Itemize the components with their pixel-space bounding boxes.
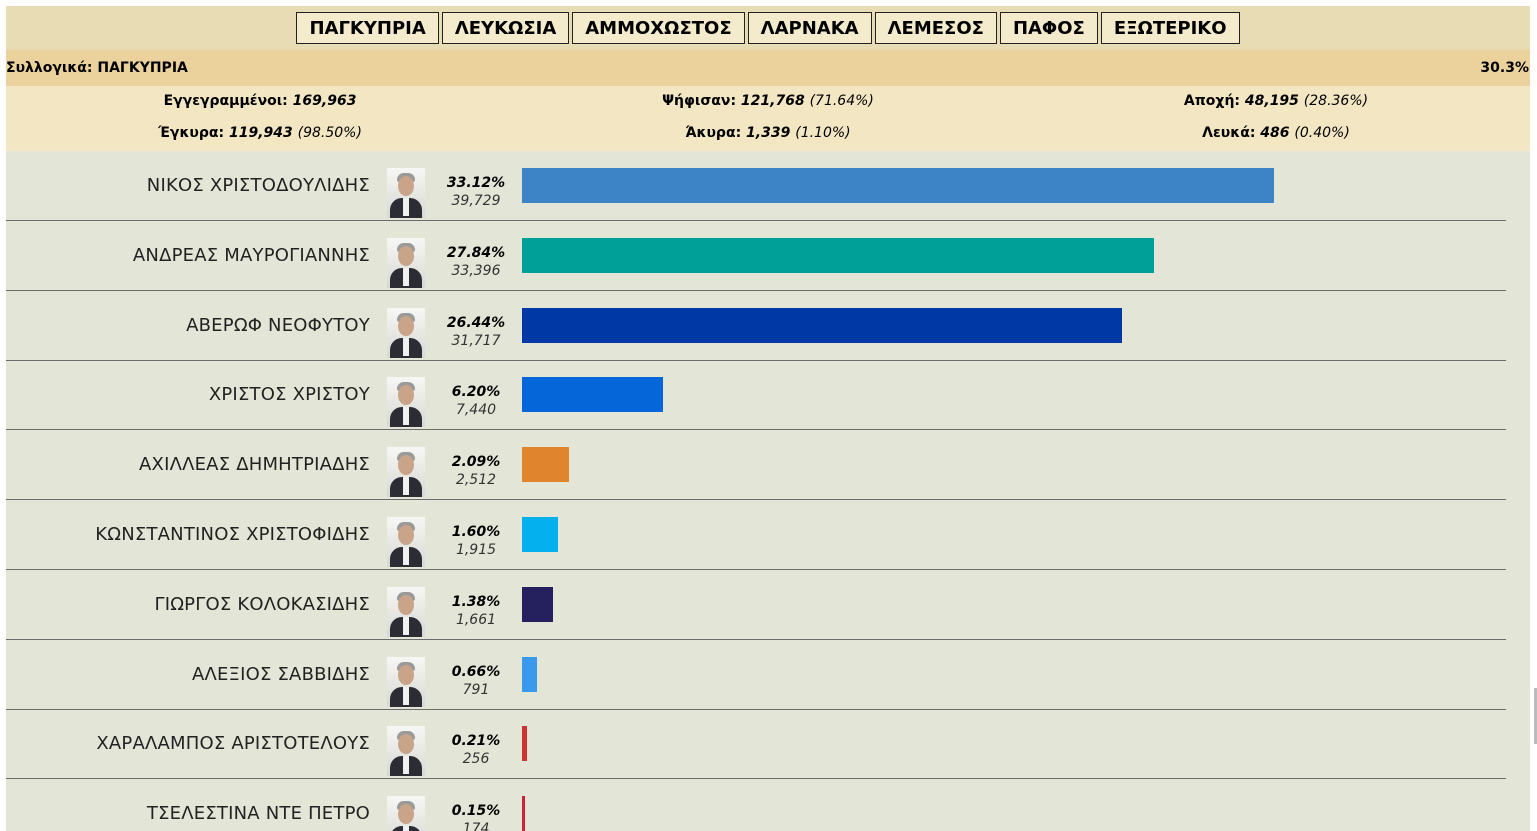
candidate-photo (387, 308, 425, 358)
scrollbar[interactable] (1534, 688, 1537, 744)
result-bar (522, 377, 663, 412)
votes-label: 2,512 (455, 472, 497, 488)
result-bar (522, 726, 527, 761)
votes-label: 1,661 (455, 612, 497, 628)
candidate-photo (387, 238, 425, 288)
candidate-name: ΤΣΕΛΕΣΤΙΝΑ ΝΤΕ ΠΕΤΡΟ (146, 803, 370, 824)
percentage-label: 1.60% (451, 524, 501, 540)
result-bar (522, 657, 537, 692)
candidate-name: ΑΝΔΡΕΑΣ ΜΑΥΡΟΓΙΑΝΝΗΣ (132, 245, 370, 266)
candidate-row: ΑΝΔΡΕΑΣ ΜΑΥΡΟΓΙΑΝΝΗΣ 27.84% 33,396 (6, 221, 1506, 291)
tab-larnaka[interactable]: ΛΑΡΝΑΚΑ (747, 12, 872, 44)
candidate-name: ΑΧΙΛΛΕΑΣ ΔΗΜΗΤΡΙΑΔΗΣ (139, 454, 370, 475)
turnout-stats: Εγγεγραμμένοι: 169,963 Ψήφισαν: 121,768 … (6, 86, 1530, 151)
summary-bar: Συλλογικά: ΠΑΓΚΥΠΡΙΑ 30.3% (6, 50, 1530, 86)
candidate-row: ΤΣΕΛΕΣΤΙΝΑ ΝΤΕ ΠΕΤΡΟ 0.15% 174 (6, 779, 1506, 831)
candidate-photo (387, 726, 425, 776)
percentage-label: 26.44% (446, 315, 506, 331)
candidate-name: ΝΙΚΟΣ ΧΡΙΣΤΟΔΟΥΛΙΔΗΣ (146, 175, 370, 196)
stat-registered: Εγγεγραμμένοι: 169,963 (163, 93, 357, 109)
stat-abstention: Αποχή: 48,195 (28.36%) (1183, 93, 1369, 109)
candidate-row: ΚΩΝΣΤΑΝΤΙΝΟΣ ΧΡΙΣΤΟΦΙΔΗΣ 1.60% 1,915 (6, 500, 1506, 570)
summary-title: Συλλογικά: ΠΑΓΚΥΠΡΙΑ (6, 60, 188, 76)
candidate-name: ΑΒΕΡΩΦ ΝΕΟΦΥΤΟΥ (186, 315, 370, 336)
candidate-row: ΑΧΙΛΛΕΑΣ ΔΗΜΗΤΡΙΑΔΗΣ 2.09% 2,512 (6, 430, 1506, 500)
candidate-row: ΓΙΩΡΓΟΣ ΚΟΛΟΚΑΣΙΔΗΣ 1.38% 1,661 (6, 570, 1506, 640)
percentage-label: 33.12% (446, 175, 506, 191)
tab-exoteriko[interactable]: ΕΞΩΤΕΡΙΚΟ (1100, 12, 1240, 44)
votes-label: 174 (462, 821, 490, 831)
percentage-label: 1.38% (451, 594, 501, 610)
votes-label: 256 (462, 751, 490, 767)
candidate-row: ΑΒΕΡΩΦ ΝΕΟΦΥΤΟΥ 26.44% 31,717 (6, 291, 1506, 361)
percentage-label: 27.84% (446, 245, 506, 261)
candidate-photo (387, 587, 425, 637)
stat-voted: Ψήφισαν: 121,768 (71.64%) (662, 93, 874, 109)
candidate-photo (387, 168, 425, 218)
counted-percentage: 30.3% (1480, 60, 1529, 76)
votes-label: 791 (462, 682, 490, 698)
votes-label: 39,729 (451, 193, 501, 209)
tab-lefkosia[interactable]: ΛΕΥΚΩΣΙΑ (441, 12, 570, 44)
result-bar (522, 517, 558, 552)
candidate-row: ΧΑΡΑΛΑΜΠΟΣ ΑΡΙΣΤΟΤΕΛΟΥΣ 0.21% 256 (6, 709, 1506, 779)
stat-invalid: Άκυρα: 1,339 (1.10%) (685, 125, 851, 141)
result-bar (522, 796, 525, 831)
result-bar (522, 447, 569, 482)
tab-pagkypria[interactable]: ΠΑΓΚΥΠΡΙΑ (296, 12, 439, 44)
votes-label: 1,915 (455, 542, 497, 558)
percentage-label: 2.09% (451, 454, 501, 470)
candidate-name: ΧΑΡΑΛΑΜΠΟΣ ΑΡΙΣΤΟΤΕΛΟΥΣ (96, 733, 370, 754)
result-bar (522, 238, 1154, 273)
result-bar (522, 587, 553, 622)
candidate-photo (387, 447, 425, 497)
votes-label: 7,440 (455, 402, 497, 418)
candidate-photo (387, 517, 425, 567)
results-panel: ΠΑΓΚΥΠΡΙΑ ΛΕΥΚΩΣΙΑ ΑΜΜΟΧΩΣΤΟΣ ΛΑΡΝΑΚΑ ΛΕ… (6, 6, 1530, 831)
candidate-photo (387, 657, 425, 707)
region-tabs: ΠΑΓΚΥΠΡΙΑ ΛΕΥΚΩΣΙΑ ΑΜΜΟΧΩΣΤΟΣ ΛΑΡΝΑΚΑ ΛΕ… (6, 6, 1530, 50)
percentage-label: 0.15% (451, 803, 501, 819)
candidate-name: ΚΩΝΣΤΑΝΤΙΝΟΣ ΧΡΙΣΤΟΦΙΔΗΣ (95, 524, 370, 545)
candidate-row: ΝΙΚΟΣ ΧΡΙΣΤΟΔΟΥΛΙΔΗΣ 33.12% 39,729 (6, 151, 1506, 221)
votes-label: 31,717 (451, 333, 501, 349)
tab-pafos[interactable]: ΠΑΦΟΣ (999, 12, 1098, 44)
candidate-row: ΧΡΙΣΤΟΣ ΧΡΙΣΤΟΥ 6.20% 7,440 (6, 360, 1506, 430)
candidate-name: ΧΡΙΣΤΟΣ ΧΡΙΣΤΟΥ (208, 384, 370, 405)
percentage-label: 0.66% (451, 664, 501, 680)
result-bar (522, 308, 1122, 343)
candidate-name: ΓΙΩΡΓΟΣ ΚΟΛΟΚΑΣΙΔΗΣ (154, 594, 370, 615)
candidate-row: ΑΛΕΞΙΟΣ ΣΑΒΒΙΔΗΣ 0.66% 791 (6, 640, 1506, 710)
votes-label: 33,396 (451, 263, 501, 279)
tab-ammochostos[interactable]: ΑΜΜΟΧΩΣΤΟΣ (572, 12, 745, 44)
candidate-photo (387, 377, 425, 427)
candidate-bar-chart: ΝΙΚΟΣ ΧΡΙΣΤΟΔΟΥΛΙΔΗΣ 33.12% 39,729 ΑΝΔΡΕΑΣ … (6, 151, 1530, 831)
result-bar (522, 168, 1274, 203)
stat-blank: Λευκά: 486 (0.40%) (1202, 125, 1350, 141)
percentage-label: 6.20% (451, 384, 501, 400)
tab-lemesos[interactable]: ΛΕΜΕΣΟΣ (874, 12, 997, 44)
candidate-name: ΑΛΕΞΙΟΣ ΣΑΒΒΙΔΗΣ (191, 664, 370, 685)
stat-valid: Έγκυρα: 119,943 (98.50%) (158, 125, 362, 141)
percentage-label: 0.21% (451, 733, 501, 749)
candidate-photo (387, 796, 425, 831)
